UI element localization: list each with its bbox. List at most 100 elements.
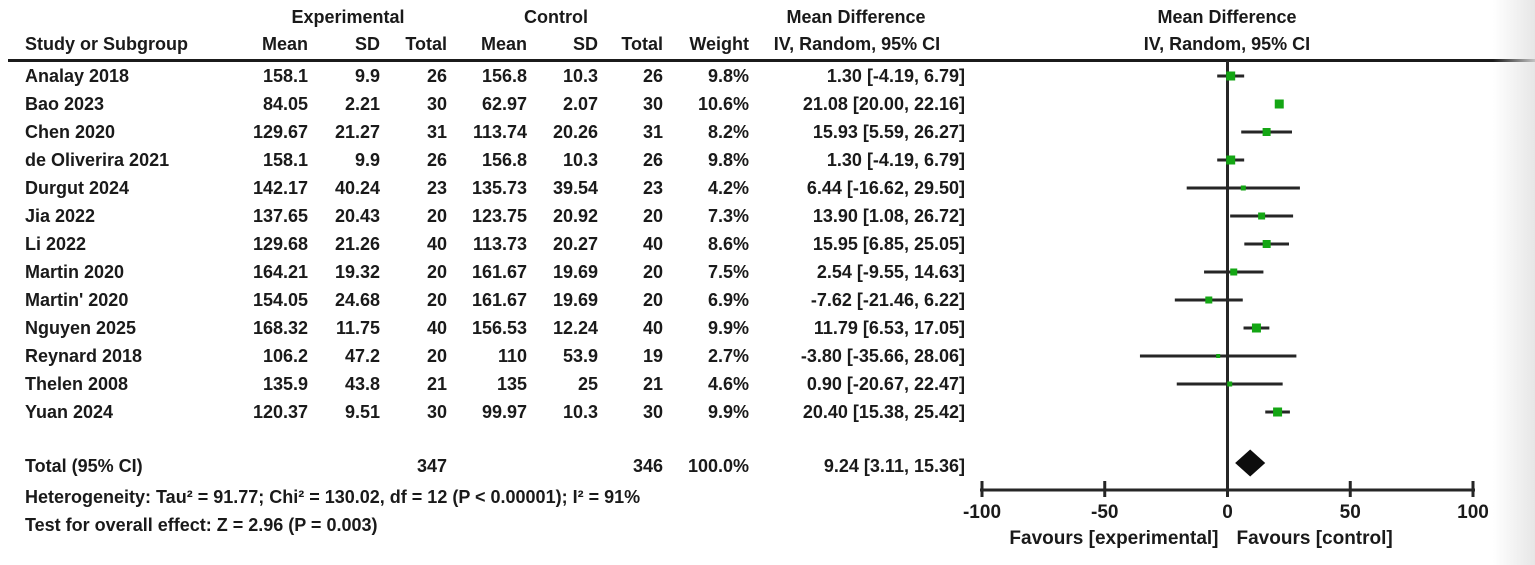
cell-ctl-sd: 10.3 [562, 402, 598, 422]
column-header-row: Study or Subgroup Mean SD Total Mean SD … [25, 31, 965, 58]
cell-exp-total: 21 [426, 374, 447, 394]
cell-ci-text: 13.90 [1.08, 26.72] [812, 206, 965, 226]
cell-exp-total: 30 [426, 94, 447, 114]
axis-tick-label: -100 [963, 502, 1001, 523]
cell-exp-mean: 168.32 [252, 318, 308, 338]
cell-exp-total: 26 [426, 150, 447, 170]
cell-ctl-mean: 113.74 [472, 122, 527, 142]
cell-study: de Oliverira 2021 [25, 150, 170, 170]
table-row: Li 2022 129.68 21.26 40 113.73 20.27 40 8.6% 15.… [25, 230, 965, 258]
cell-exp-mean: 84.05 [262, 94, 308, 114]
cell-ctl-mean: 156.8 [481, 66, 527, 86]
effect-marker [1251, 323, 1261, 333]
table-row: Yuan 2024 120.37 9.51 30 99.97 10.3 30 9.9% 20.4… [25, 398, 965, 426]
cell-weight: 4.2% [707, 178, 749, 198]
effect-marker [1262, 240, 1271, 248]
cell-ci-text: 6.44 [-16.62, 29.50] [806, 178, 965, 198]
cell-ctl-sd: 53.9 [562, 346, 598, 366]
effect-marker [1226, 71, 1236, 81]
cell-ci-text: 0.90 [-20.67, 22.47] [806, 374, 965, 394]
header-rule [8, 59, 1535, 62]
heterogeneity-text: Heterogeneity: Tau² = 91.77; Chi² = 130.… [25, 487, 641, 507]
cell-ci-text: 15.95 [6.85, 25.05] [812, 234, 965, 254]
cell-weight: 7.3% [707, 206, 749, 226]
cell-study: Thelen 2008 [25, 374, 129, 394]
cell-ci-text: -3.80 [-35.66, 28.06] [800, 346, 965, 366]
cell-exp-mean: 154.05 [252, 290, 308, 310]
cell-weight: 10.6% [697, 94, 749, 114]
col-header-ctl-sd: SD [572, 34, 598, 54]
cell-weight: 8.6% [707, 234, 749, 254]
cell-ci-text: 11.79 [6.53, 17.05] [813, 318, 965, 338]
cell-ctl-sd: 20.26 [552, 122, 598, 142]
cell-exp-sd: 20.43 [334, 206, 380, 226]
cell-ctl-sd: 19.69 [552, 262, 598, 282]
total-weight: 100.0% [687, 456, 749, 476]
table-row: Martin 2020 164.21 19.32 20 161.67 19.69 20 7.5… [25, 258, 965, 286]
cell-ctl-total: 31 [642, 122, 663, 142]
group-header-control: Control [524, 7, 588, 27]
axis-tick-label: -50 [1091, 502, 1118, 523]
cell-ctl-total: 26 [642, 150, 663, 170]
cell-ctl-mean: 99.97 [481, 402, 527, 422]
cell-ci-text: 21.08 [20.00, 22.16] [802, 94, 965, 114]
cell-exp-mean: 129.67 [252, 122, 308, 142]
cell-study: Analay 2018 [25, 66, 130, 86]
cell-study: Bao 2023 [25, 94, 105, 114]
cell-ctl-mean: 135.73 [471, 178, 527, 198]
cell-study: Li 2022 [25, 234, 87, 254]
cell-ctl-mean: 161.67 [471, 290, 527, 310]
cell-ctl-mean: 161.67 [471, 262, 527, 282]
cell-exp-sd: 21.26 [334, 234, 380, 254]
cell-exp-mean: 120.37 [252, 402, 308, 422]
cell-exp-sd: 9.9 [354, 150, 380, 170]
col-header-ctl-total: Total [621, 34, 663, 54]
cell-exp-total: 23 [426, 178, 447, 198]
cell-ci-text: 1.30 [-4.19, 6.79] [826, 150, 965, 170]
cell-ctl-total: 19 [642, 346, 663, 366]
cell-exp-sd: 11.75 [335, 318, 380, 338]
cell-weight: 4.6% [707, 374, 749, 394]
cell-exp-sd: 43.8 [344, 374, 380, 394]
cell-weight: 9.8% [707, 150, 749, 170]
cell-study: Martin 2020 [25, 262, 125, 282]
cell-ctl-sd: 39.54 [552, 178, 598, 198]
total-exp-total: 347 [416, 456, 447, 476]
total-label: Total (95% CI) [25, 456, 143, 476]
cell-ctl-mean: 62.97 [481, 94, 527, 114]
effect-marker [1216, 354, 1221, 358]
cell-ctl-total: 30 [642, 94, 663, 114]
cell-ctl-total: 20 [642, 290, 663, 310]
cell-weight: 9.9% [707, 318, 749, 338]
edge-gradient [1493, 0, 1535, 565]
effect-marker [1262, 128, 1271, 136]
cell-exp-sd: 9.51 [344, 402, 380, 422]
table-row: Thelen 2008 135.9 43.8 21 135 25 21 4.6% 0.90 [-… [25, 370, 965, 398]
favours-control-label: Favours [control] [1237, 528, 1393, 549]
cell-ctl-total: 21 [642, 374, 663, 394]
cell-ctl-sd: 20.92 [552, 206, 598, 226]
cell-weight: 9.8% [707, 66, 749, 86]
cell-ctl-total: 40 [642, 318, 663, 338]
cell-study: Chen 2020 [25, 122, 116, 142]
table-rows: Analay 2018 158.1 9.9 26 156.8 10.3 26 9.8% 1.30… [25, 62, 965, 426]
total-row: Total (95% CI) 347 346 100.0% 9.24 [3.11… [25, 452, 965, 480]
summary-diamond [1235, 449, 1266, 477]
cell-exp-sd: 40.24 [334, 178, 380, 198]
cell-ctl-sd: 10.3 [562, 150, 598, 170]
effect-marker [1274, 99, 1284, 109]
cell-exp-total: 20 [426, 290, 447, 310]
cell-ci-text: 15.93 [5.59, 26.27] [812, 122, 965, 142]
cell-weight: 6.9% [707, 290, 749, 310]
cell-exp-sd: 2.21 [344, 94, 380, 114]
cell-ctl-mean: 110 [497, 346, 527, 366]
cell-ctl-mean: 113.73 [472, 234, 527, 254]
col-header-study: Study or Subgroup [25, 34, 188, 54]
col-header-exp-mean: Mean [261, 34, 308, 54]
cell-weight: 7.5% [707, 262, 749, 282]
cell-weight: 9.9% [707, 402, 749, 422]
cell-exp-mean: 142.17 [252, 178, 308, 198]
cell-study: Durgut 2024 [25, 178, 130, 198]
group-header-mean-difference-text: Mean Difference [786, 7, 926, 27]
